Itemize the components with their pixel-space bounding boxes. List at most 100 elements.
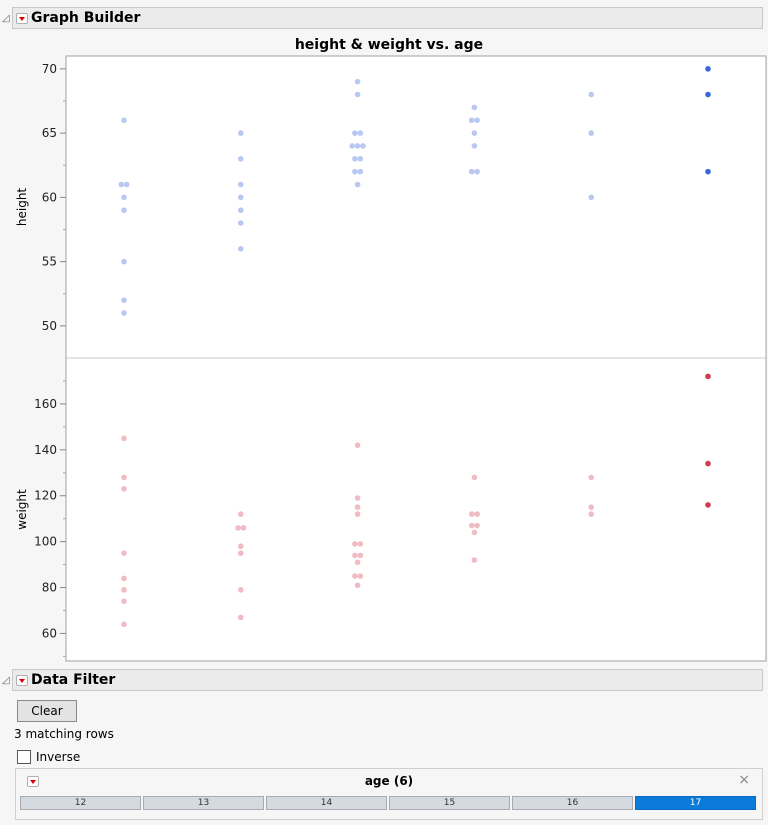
graph-builder-title: Graph Builder	[31, 10, 141, 26]
data-point-height-age-15	[468, 168, 475, 175]
data-point-weight-age-15	[474, 522, 480, 529]
data-point-weight-age-14	[357, 552, 364, 559]
data-point-weight-age-12	[121, 621, 127, 628]
data-filter-title: Data Filter	[31, 672, 116, 688]
data-point-weight-age-14	[354, 495, 361, 501]
data-point-weight-age-16	[588, 504, 594, 511]
data-point-weight-age-14	[354, 504, 361, 511]
data-point-height-age-14	[360, 143, 366, 149]
data-point-weight-age-13	[235, 525, 241, 531]
data-point-height-age-13	[238, 245, 244, 252]
data-point-height-age-17	[705, 168, 711, 175]
data-point-weight-age-12	[121, 550, 127, 556]
data-point-weight-age-12	[121, 474, 127, 481]
data-point-weight-age-13	[238, 543, 244, 550]
data-point-weight-age-14	[357, 573, 364, 579]
red-triangle-menu-icon[interactable]	[16, 12, 28, 24]
data-point-height-age-17	[705, 91, 711, 98]
data-point-weight-age-13	[238, 587, 244, 593]
filter-level-16[interactable]: 16	[512, 796, 633, 810]
data-point-height-age-15	[471, 130, 478, 136]
data-point-height-age-13	[238, 220, 244, 226]
data-point-height-age-14	[357, 156, 364, 162]
data-point-height-age-14	[354, 143, 361, 149]
red-triangle-menu-icon[interactable]	[27, 776, 39, 787]
data-point-height-age-16	[588, 194, 594, 201]
close-icon[interactable]: ×	[738, 772, 750, 788]
data-point-weight-age-13	[238, 614, 244, 621]
disclosure-triangle-icon[interactable]: ◿	[2, 674, 10, 686]
data-point-weight-age-17	[705, 460, 711, 467]
data-point-height-age-14	[352, 156, 358, 162]
data-point-weight-age-14	[357, 541, 364, 547]
filter-level-13[interactable]: 13	[143, 796, 264, 810]
y-tick-label: 100	[34, 535, 57, 549]
data-point-height-age-13	[238, 130, 244, 136]
data-point-weight-age-14	[352, 541, 358, 547]
data-point-weight-age-14	[354, 559, 361, 566]
data-point-height-age-14	[349, 143, 356, 149]
data-point-height-age-14	[357, 130, 364, 136]
inverse-label: Inverse	[36, 750, 81, 764]
y-tick-label: 70	[42, 62, 57, 76]
data-point-height-age-17	[705, 66, 711, 72]
y-tick-label: 60	[42, 190, 57, 204]
data-point-weight-age-17	[705, 502, 711, 508]
data-point-weight-age-15	[468, 511, 475, 517]
data-point-height-age-12	[121, 194, 127, 201]
data-point-height-age-13	[238, 181, 244, 188]
data-point-height-age-14	[352, 130, 358, 136]
red-triangle-menu-icon[interactable]	[16, 674, 28, 686]
filter-level-12[interactable]: 12	[20, 796, 141, 810]
data-point-height-age-13	[238, 156, 244, 162]
inverse-checkbox[interactable]	[17, 750, 31, 764]
data-point-height-age-16	[588, 91, 594, 98]
data-point-height-age-15	[468, 117, 475, 124]
filter-level-17[interactable]: 17	[635, 796, 756, 810]
data-point-weight-age-12	[121, 598, 127, 605]
y-tick-label: 50	[42, 319, 57, 333]
data-point-height-age-14	[354, 78, 361, 85]
graph-builder-chart: height & weight vs. age 50 55 60 65 70 height 6…	[15, 37, 767, 662]
data-point-height-age-12	[121, 117, 127, 124]
y-tick-label: 80	[42, 581, 57, 595]
disclosure-triangle-icon[interactable]: ◿	[2, 12, 10, 24]
data-point-height-age-15	[474, 117, 480, 124]
data-point-height-age-12	[121, 258, 127, 265]
y-tick-label: 65	[42, 126, 57, 140]
data-point-weight-age-15	[471, 529, 478, 536]
data-point-weight-age-15	[471, 557, 478, 563]
y-tick-label: 55	[42, 255, 57, 269]
data-point-weight-age-15	[474, 511, 480, 517]
data-point-weight-age-16	[588, 511, 594, 517]
data-point-height-age-12	[121, 310, 127, 316]
data-point-weight-age-12	[121, 587, 127, 593]
clear-button[interactable]: Clear	[17, 700, 77, 722]
filter-level-15[interactable]: 15	[389, 796, 510, 810]
data-point-weight-age-13	[240, 525, 247, 531]
graph-builder-header: ◿ Graph Builder	[2, 7, 763, 29]
data-point-height-age-13	[238, 207, 244, 214]
data-point-height-age-12	[118, 181, 125, 188]
y-tick-label: 140	[34, 443, 57, 457]
data-point-height-age-15	[471, 104, 478, 111]
data-point-weight-age-16	[588, 474, 594, 481]
data-point-height-age-12	[123, 181, 130, 188]
data-point-height-age-14	[354, 181, 361, 188]
y-axis-label-weight: weight	[15, 489, 29, 530]
data-point-weight-age-14	[354, 442, 361, 449]
data-point-weight-age-14	[352, 552, 358, 559]
data-point-height-age-14	[354, 91, 361, 98]
y-axis-label-height: height	[15, 188, 29, 227]
data-point-weight-age-13	[238, 550, 244, 556]
data-point-weight-age-14	[354, 582, 361, 589]
y-tick-label: 60	[42, 626, 57, 640]
filter-level-14[interactable]: 14	[266, 796, 387, 810]
data-point-weight-age-12	[121, 486, 127, 492]
y-tick-label: 120	[34, 489, 57, 503]
data-point-weight-age-15	[471, 474, 478, 481]
data-point-height-age-15	[471, 143, 478, 149]
filter-column-title: age (6)	[364, 774, 414, 788]
age-filter-panel: age (6) × 12 13 14 15 16 17	[15, 768, 763, 820]
data-point-weight-age-14	[352, 573, 358, 579]
